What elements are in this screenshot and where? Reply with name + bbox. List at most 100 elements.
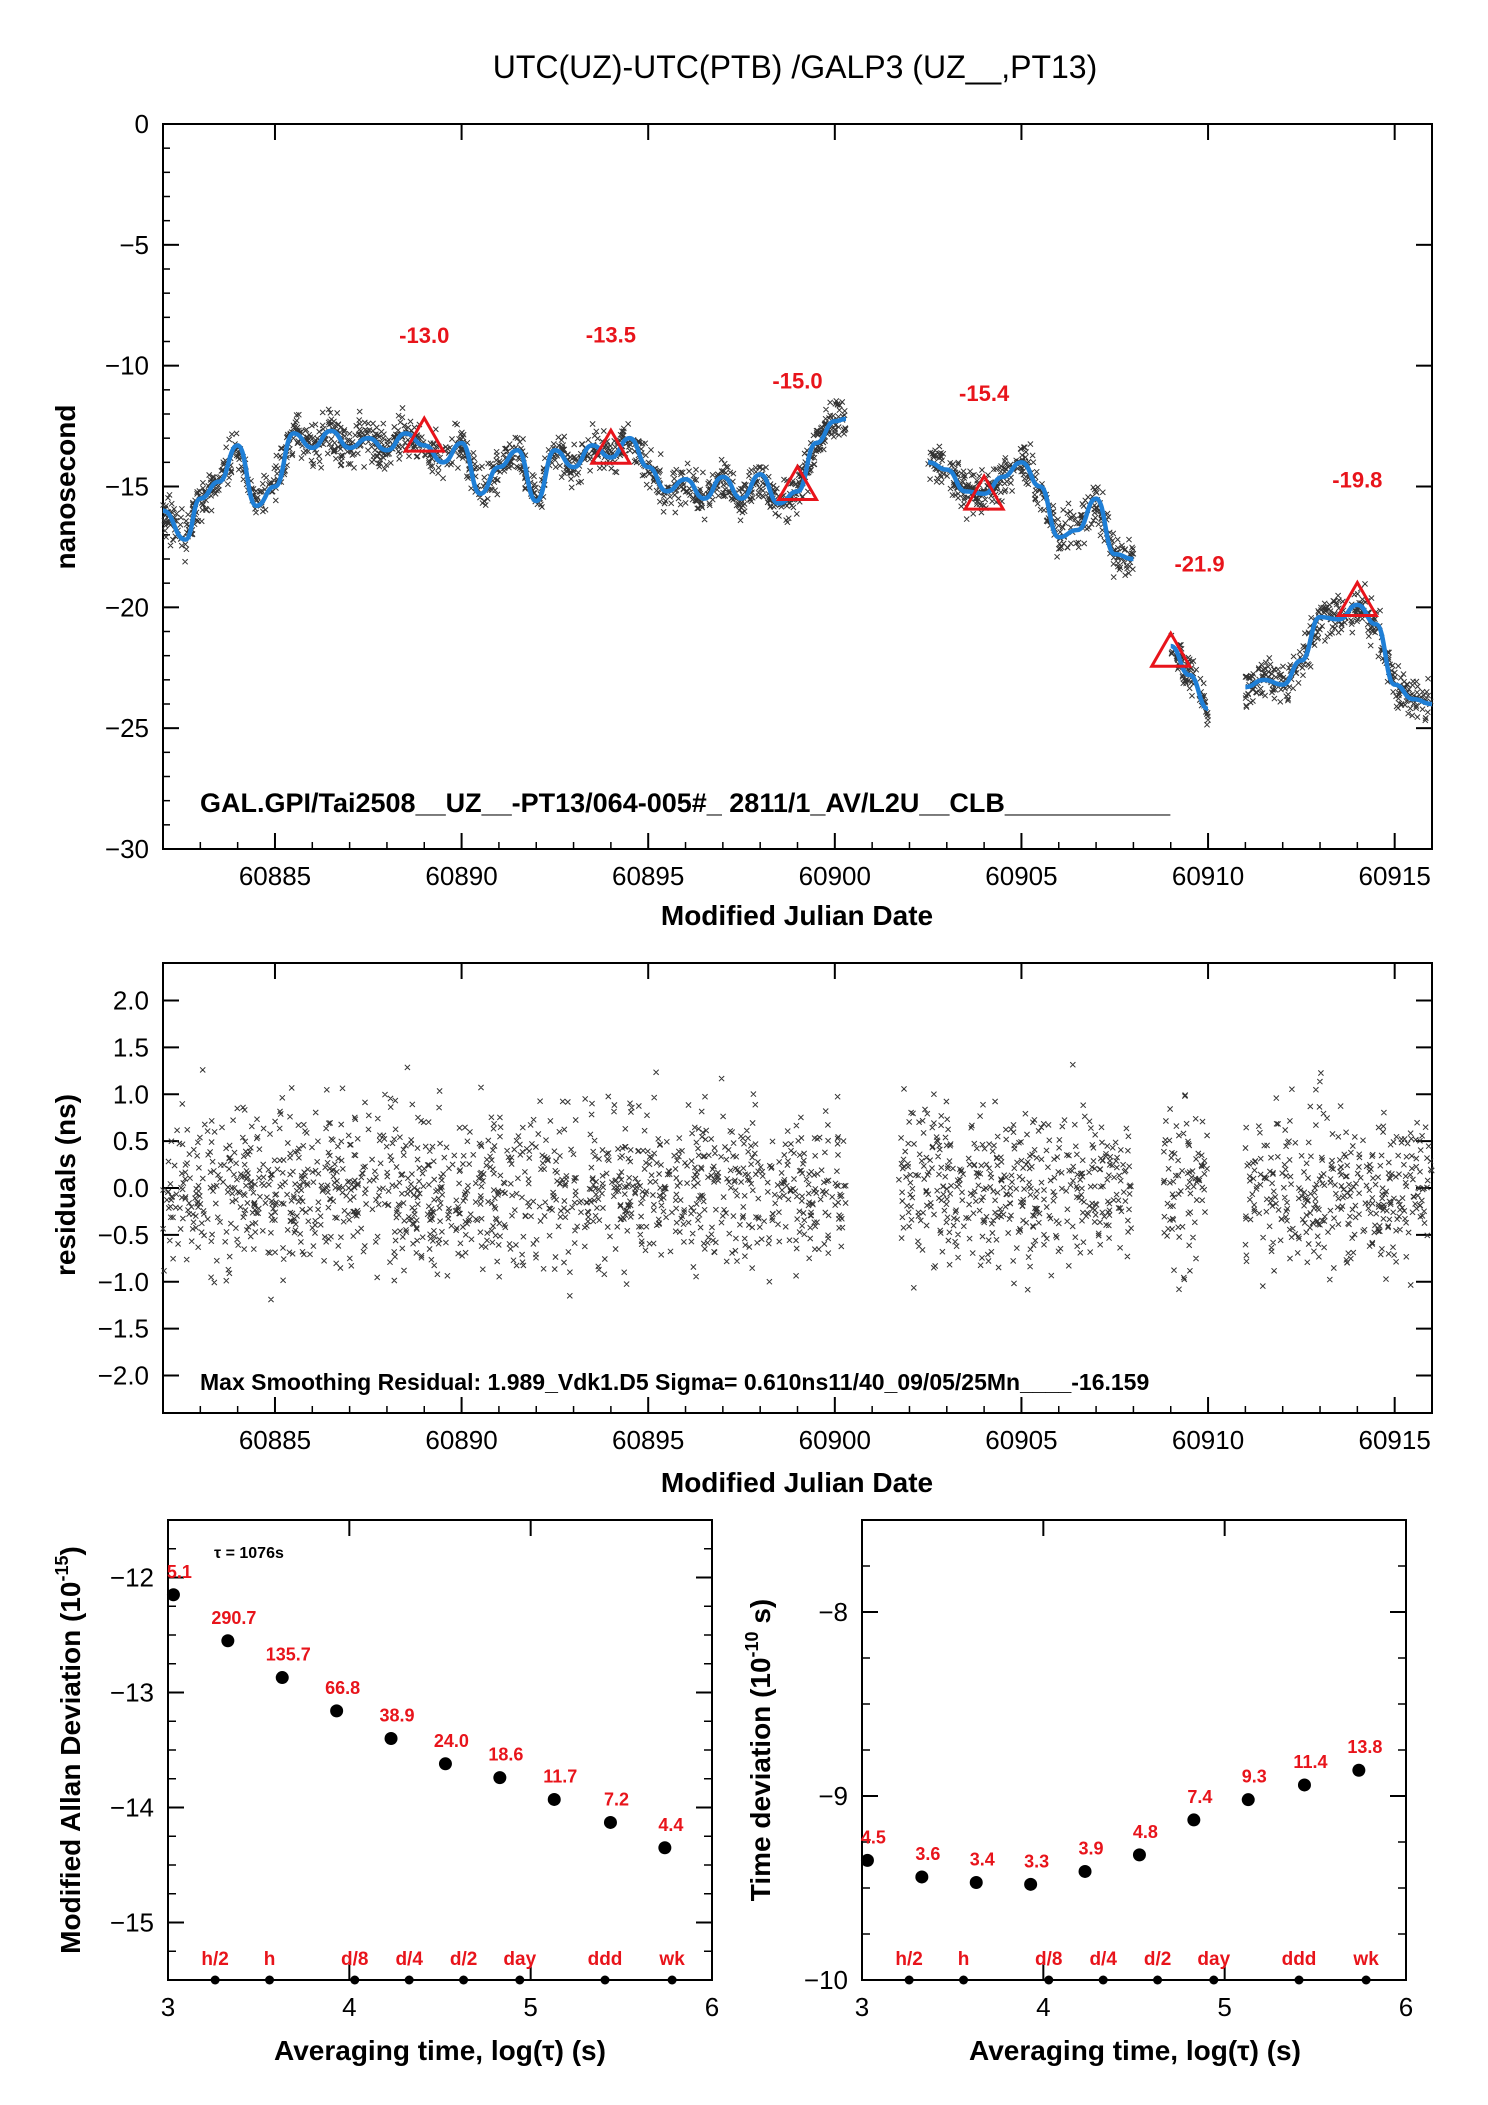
- period-marker-label: d/2: [450, 1949, 477, 1970]
- top-ylabel: nanosecond: [50, 405, 81, 570]
- y-tick-label: −8: [818, 1597, 848, 1627]
- data-point: [384, 1732, 398, 1745]
- data-point: [221, 1634, 235, 1648]
- data-point: [915, 1870, 929, 1884]
- y-tick-label: −30: [105, 834, 149, 864]
- point-value-label: 9.3: [1242, 1767, 1267, 1787]
- period-marker: [959, 1975, 969, 1985]
- x-tick-label: 4: [1036, 1992, 1050, 2022]
- tdev-points: 4.5 3.6 3.4 3.3 3.9 4.8 7.4 9.3 11.4 13.8 h/2 h d/8 d…: [860, 1737, 1382, 1985]
- period-marker: [515, 1975, 525, 1985]
- period-marker-label: wk: [658, 1949, 685, 1970]
- weekly-triangle: [1335, 579, 1379, 617]
- x-tick-label: 60895: [612, 1425, 684, 1455]
- x-tick-label: 60905: [985, 861, 1057, 891]
- period-marker-label: h: [958, 1949, 970, 1970]
- x-tick-label: 4: [342, 1992, 356, 2022]
- point-value-label: 4.4: [658, 1815, 683, 1835]
- right-ylabel: Time deviation (10-10 s): [742, 1599, 776, 1902]
- data-point: [547, 1792, 561, 1806]
- tau-note: τ = 1076s: [214, 1545, 284, 1562]
- y-tick-label: −15: [110, 1908, 154, 1938]
- period-marker-label: d/4: [1089, 1949, 1117, 1970]
- allan-panel: −12 −13 −14 −15 3 4 5 6 5.1 290.7 135.7 66.8 38.9 24…: [52, 1519, 719, 2066]
- figure-title: UTC(UZ)-UTC(PTB) /GALP3 (UZ__,PT13): [493, 49, 1097, 85]
- point-value-label: 4.5: [861, 1827, 886, 1847]
- period-marker: [1153, 1975, 1163, 1985]
- period-marker: [210, 1975, 220, 1985]
- data-point: [275, 1671, 289, 1685]
- x-tick-label: 6: [705, 1992, 719, 2022]
- y-tick-label: −10: [105, 351, 149, 381]
- x-tick-label: 60910: [1172, 1425, 1244, 1455]
- weekly-triangle: [589, 427, 633, 465]
- period-marker-label: ddd: [1282, 1949, 1317, 1970]
- data-point: [330, 1704, 344, 1718]
- residual-points: [160, 1061, 1435, 1303]
- period-marker-label: d/4: [395, 1949, 423, 1970]
- weekly-triangle: [775, 463, 820, 501]
- mid-axis-ticks: 2.0 1.5 1.0 0.5 0.0 −0.5 −1.0 −1.5 −2.0 60885 6089…: [98, 963, 1433, 1455]
- point-value-label: 5.1: [167, 1562, 192, 1582]
- mid-ylabel: residuals (ns): [50, 1094, 81, 1276]
- period-marker: [1098, 1975, 1108, 1985]
- x-tick-label: 60915: [1359, 861, 1431, 891]
- period-marker-label: h/2: [895, 1949, 922, 1970]
- weekly-triangle: [962, 473, 1006, 511]
- period-marker: [404, 1975, 414, 1985]
- y-tick-label: −25: [105, 713, 149, 743]
- data-point: [1024, 1877, 1038, 1891]
- left-ylabel: Modified Allan Deviation (10-15): [52, 1546, 86, 1954]
- data-point: [969, 1875, 983, 1889]
- period-marker-label: d/2: [1144, 1949, 1171, 1970]
- point-value-label: 7.4: [1187, 1787, 1212, 1807]
- period-marker: [459, 1975, 469, 1985]
- y-tick-label: −13: [110, 1678, 154, 1708]
- period-marker: [1044, 1975, 1054, 1985]
- smooth-curve-segment: [1169, 643, 1209, 712]
- period-marker-label: d/8: [1035, 1949, 1062, 1970]
- weekly-value-label: -13.0: [399, 323, 449, 348]
- weekly-value-label: -19.8: [1332, 468, 1382, 493]
- y-tick-label: −9: [818, 1781, 848, 1811]
- y-tick-label: −10: [804, 1965, 848, 1995]
- x-tick-label: 60890: [425, 1425, 497, 1455]
- y-tick-label: −12: [110, 1563, 154, 1593]
- weekly-value-label: -15.4: [959, 381, 1010, 406]
- y-tick-label: −1.0: [98, 1267, 149, 1297]
- right-axis-ticks: −8 −9 −103 4 5 6: [804, 1519, 1413, 2022]
- left-axis-ticks: −12 −13 −14 −15 3 4 5 6: [110, 1519, 719, 2022]
- data-point: [1132, 1848, 1146, 1862]
- x-tick-label: 60895: [612, 861, 684, 891]
- point-value-label: 66.8: [325, 1678, 360, 1698]
- weekly-value-label: -21.9: [1174, 552, 1224, 577]
- top-axis-ticks: 0 −5 −10 −15 −20 −25 −30 60885 60890 60895 60900 60…: [105, 109, 1433, 891]
- top-xlabel: Modified Julian Date: [661, 900, 933, 931]
- y-tick-label: −5: [119, 230, 149, 260]
- x-tick-label: 60905: [985, 1425, 1057, 1455]
- x-tick-label: 60900: [799, 861, 871, 891]
- period-marker: [1209, 1975, 1219, 1985]
- period-marker: [600, 1975, 610, 1985]
- period-marker: [350, 1975, 360, 1985]
- x-tick-label: 60890: [425, 861, 497, 891]
- period-marker-label: ddd: [588, 1949, 623, 1970]
- data-point: [1352, 1763, 1366, 1777]
- left-xlabel: Averaging time, log(τ) (s): [274, 2035, 606, 2066]
- x-tick-label: 3: [161, 1992, 175, 2022]
- top-panel: 0 −5 −10 −15 −20 −25 −30 60885 60890 60895 60900 60…: [50, 109, 1434, 931]
- x-tick-label: 5: [523, 1992, 537, 2022]
- y-tick-label: 2.0: [113, 986, 149, 1016]
- point-value-label: 3.4: [970, 1849, 995, 1869]
- period-marker: [1294, 1975, 1304, 1985]
- weekly-triangle: [402, 415, 446, 453]
- data-point: [438, 1757, 452, 1771]
- y-tick-label: 0.0: [113, 1173, 149, 1203]
- data-point: [1078, 1864, 1092, 1878]
- y-tick-label: 1.0: [113, 1079, 149, 1109]
- weekly-value-label: -13.5: [586, 322, 636, 347]
- data-point: [860, 1853, 874, 1867]
- y-tick-label: 0.5: [113, 1126, 149, 1156]
- data-point: [658, 1841, 672, 1855]
